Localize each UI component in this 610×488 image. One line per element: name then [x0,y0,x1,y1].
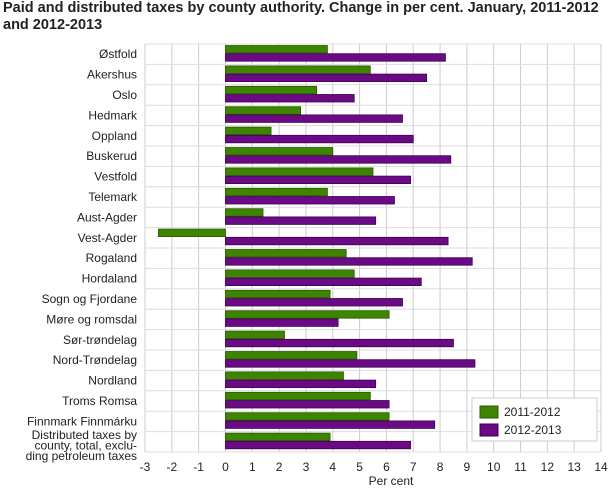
bar-2012-2013 [225,236,449,246]
bar-2012-2013 [225,94,355,103]
bar-2011-2012 [225,106,301,115]
bar-2012-2013 [225,134,414,144]
bar-2012-2013 [225,379,377,389]
category-label: county, total, exclu- [35,438,138,452]
bar-2012-2013 [225,400,390,409]
x-tick-label: 0 [222,460,229,474]
bar-2012-2013 [225,196,395,205]
category-label: ding petroleum taxes [26,449,137,463]
bar-2012-2013 [225,114,403,123]
x-tick-label: 1 [249,460,256,474]
legend-label-2011-2012: 2011-2012 [504,405,561,419]
bar-2012-2013 [225,420,436,429]
bar-2012-2013 [225,318,339,327]
bar-2012-2013 [225,277,422,287]
bar-2011-2012 [225,269,355,278]
bar-2012-2013 [225,216,377,225]
bars [158,45,476,450]
x-tick-label: 2 [276,460,283,474]
bar-2011-2012 [225,310,390,319]
category-label: Troms Romsa [62,394,137,408]
bar-2012-2013 [225,359,476,368]
x-tick-label: 7 [410,460,417,474]
x-tick-label: 14 [594,460,608,474]
x-tick-label: 6 [383,460,390,474]
x-tick-label: -1 [193,460,204,474]
bar-2011-2012 [225,126,272,135]
bar-2011-2012 [225,432,331,442]
bar-2011-2012 [225,249,347,258]
bar-2012-2013 [225,175,411,185]
bar-2012-2013 [225,338,454,348]
category-label: Hordaland [82,272,137,286]
category-label: Hedmark [88,108,138,122]
x-tick-label: 9 [464,460,471,474]
x-axis-label: Per cent [369,474,414,488]
x-tick-label: 11 [514,460,527,474]
x-tick-labels: -3 -2 -1 0 1 2 3 4 5 6 7 8 9 10 11 12 13 14 [140,460,608,474]
bar-2011-2012 [225,45,328,54]
bar-2011-2012 [225,371,344,380]
category-label: Akershus [87,68,137,82]
category-label: Rogaland [86,251,137,265]
bar-2011-2012 [225,208,264,217]
category-label: Sogn og Fjordane [42,292,138,306]
category-label: Oslo [112,88,137,102]
bar-2011-2012 [225,289,331,299]
category-label: Vest-Agder [78,231,137,245]
chart-title: Paid and distributed taxes by county aut… [3,0,599,33]
bar-2012-2013 [225,298,403,307]
category-label: Møre og romsdal [46,312,137,326]
category-label: Nord-Trøndelag [53,353,137,367]
x-tick-label: 3 [303,460,310,474]
bar-2011-2012 [225,187,328,197]
bar-2011-2012 [225,167,374,176]
bar-2012-2013 [225,257,473,266]
x-tick-label: 12 [541,460,555,474]
legend-swatch-2012-2013 [479,423,499,437]
category-label: Buskerud [86,149,137,163]
bar-2011-2012 [158,228,226,238]
category-label: Telemark [88,190,138,204]
category-label: Aust-Agder [77,210,137,224]
x-tick-label: -3 [140,460,151,474]
category-label: Sør-trøndelag [63,333,137,347]
bar-2011-2012 [225,351,358,360]
bar-2011-2012 [225,412,390,421]
bar-2011-2012 [225,330,285,340]
x-tick-label: 4 [329,460,336,474]
x-tick-label: 13 [567,460,581,474]
category-label: Finnmark Finnmárku [27,414,137,428]
bar-2011-2012 [225,85,318,95]
legend-label-2012-2013: 2012-2013 [504,423,562,437]
bar-2011-2012 [225,391,371,401]
x-tick-label: 8 [437,460,444,474]
category-labels: Østfold Akershus Oslo Hedmark Oppland Buskeru… [26,47,138,463]
bar-2011-2012 [225,147,334,156]
x-tick-label: -2 [166,460,177,474]
category-label: Nordland [88,374,137,388]
x-tick-label: 5 [356,460,363,474]
category-label: Oppland [92,129,137,143]
x-tick-label: 10 [487,460,501,474]
bar-2012-2013 [225,155,452,164]
legend: 2011-2012 2012-2013 [471,397,598,442]
legend-swatch-2011-2012 [479,405,499,419]
bar-2012-2013 [225,53,446,62]
bar-2012-2013 [225,440,411,450]
gridlines [144,43,602,453]
category-label: Distributed taxes by [32,428,137,442]
bar-2011-2012 [225,65,371,74]
bar-2012-2013 [225,73,428,82]
category-label: Østfold [99,47,137,61]
category-label: Vestfold [94,170,137,184]
